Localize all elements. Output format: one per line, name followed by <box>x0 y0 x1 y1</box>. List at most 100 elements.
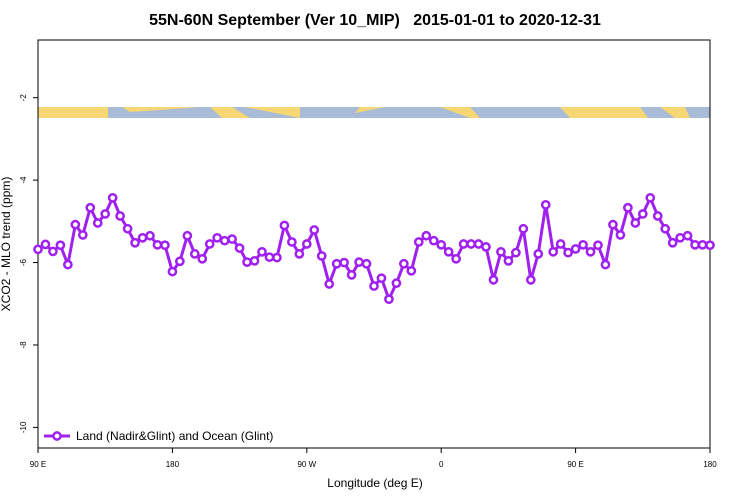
data-point <box>413 237 424 247</box>
ocean-patch <box>640 107 675 118</box>
data-point <box>257 246 267 257</box>
data-point <box>316 251 327 261</box>
data-point <box>361 258 372 269</box>
data-point <box>667 237 678 248</box>
data-point <box>234 243 245 253</box>
data-point <box>451 253 461 264</box>
data-point <box>63 259 73 270</box>
legend-item: Land (Nadir&Glint) and Ocean (Glint) <box>44 429 273 443</box>
data-point <box>615 230 626 240</box>
ocean-patch <box>470 107 570 118</box>
data-point <box>578 239 588 250</box>
ocean-patch <box>108 107 300 118</box>
data-point <box>167 266 178 277</box>
data-point <box>309 225 320 235</box>
data-point <box>48 246 58 257</box>
data-point <box>324 279 335 289</box>
data-point <box>294 249 305 259</box>
legend-marker <box>52 431 62 441</box>
x-tick-label: 0 <box>439 460 444 469</box>
data-point <box>369 281 379 291</box>
data-point <box>525 275 536 285</box>
x-tick-label: 90 W <box>297 460 316 469</box>
ocean-patch <box>300 107 470 118</box>
data-point <box>301 239 312 249</box>
data-point <box>204 239 215 249</box>
data-point <box>503 256 514 266</box>
data-point <box>107 192 118 203</box>
data-point <box>189 249 200 259</box>
x-tick-label: 90 E <box>30 460 46 469</box>
data-point <box>511 247 521 258</box>
data-point <box>40 239 51 250</box>
data-point <box>152 239 163 250</box>
data-point <box>630 218 641 228</box>
y-tick-label: -10 <box>19 421 28 433</box>
data-point <box>331 258 342 269</box>
data-point <box>637 209 648 219</box>
data-point <box>272 252 282 263</box>
data-point <box>227 234 237 244</box>
legend-label: Land (Nadir&Glint) and Ocean (Glint) <box>76 429 273 443</box>
data-point <box>608 219 618 230</box>
data-point <box>339 257 349 268</box>
data-point <box>100 209 111 219</box>
data-point <box>160 240 170 251</box>
data-point <box>33 244 43 255</box>
x-tick-label: 180 <box>166 460 180 469</box>
data-point <box>496 246 506 257</box>
data-point <box>466 239 476 249</box>
data-point <box>70 219 81 230</box>
data-point <box>488 275 499 285</box>
data-point <box>660 223 671 234</box>
data-point <box>563 247 573 258</box>
data-point <box>346 270 357 280</box>
data-point <box>406 265 417 276</box>
data-point <box>570 244 581 254</box>
data-point <box>533 249 544 259</box>
data-point <box>399 258 409 269</box>
x-tick-label: 90 E <box>567 460 583 469</box>
data-point <box>421 230 432 241</box>
ocean-patch <box>685 107 710 118</box>
data-point <box>197 253 208 264</box>
data-point <box>548 246 559 257</box>
data-point <box>182 230 193 241</box>
land-ocean-strip <box>38 107 710 118</box>
data-point <box>55 240 66 251</box>
data-point <box>376 273 387 284</box>
y-axis-label: XCO2 - MLO trend (ppm) <box>0 177 13 312</box>
data-point <box>92 218 103 228</box>
data-point <box>384 294 394 305</box>
data-point <box>264 252 275 263</box>
data-point <box>697 239 708 250</box>
data-point <box>623 202 633 213</box>
data-point <box>436 239 447 250</box>
data-point <box>130 237 140 248</box>
data-point <box>593 240 603 251</box>
data-point <box>473 239 484 249</box>
data-point <box>122 223 133 234</box>
data-point <box>690 239 700 250</box>
data-point <box>540 199 551 210</box>
data-point <box>175 256 185 267</box>
data-point <box>145 230 155 241</box>
data-point <box>645 192 656 203</box>
y-tick-label: -4 <box>19 176 28 184</box>
data-point <box>391 278 402 289</box>
data-point <box>458 239 469 249</box>
data-point <box>682 230 693 241</box>
data-point <box>518 223 529 234</box>
data-point <box>600 259 611 270</box>
data-point <box>652 211 663 221</box>
data-point <box>115 211 125 221</box>
chart-title: 55N-60N September (Ver 10_MIP) 2015-01-0… <box>149 12 601 29</box>
data-point <box>279 220 290 231</box>
data-point <box>242 257 252 267</box>
data-point <box>354 257 364 267</box>
data-point <box>287 237 297 247</box>
data-point <box>555 239 566 249</box>
data-point <box>77 230 88 240</box>
y-tick-label: -2 <box>19 94 28 102</box>
data-point <box>137 232 148 243</box>
